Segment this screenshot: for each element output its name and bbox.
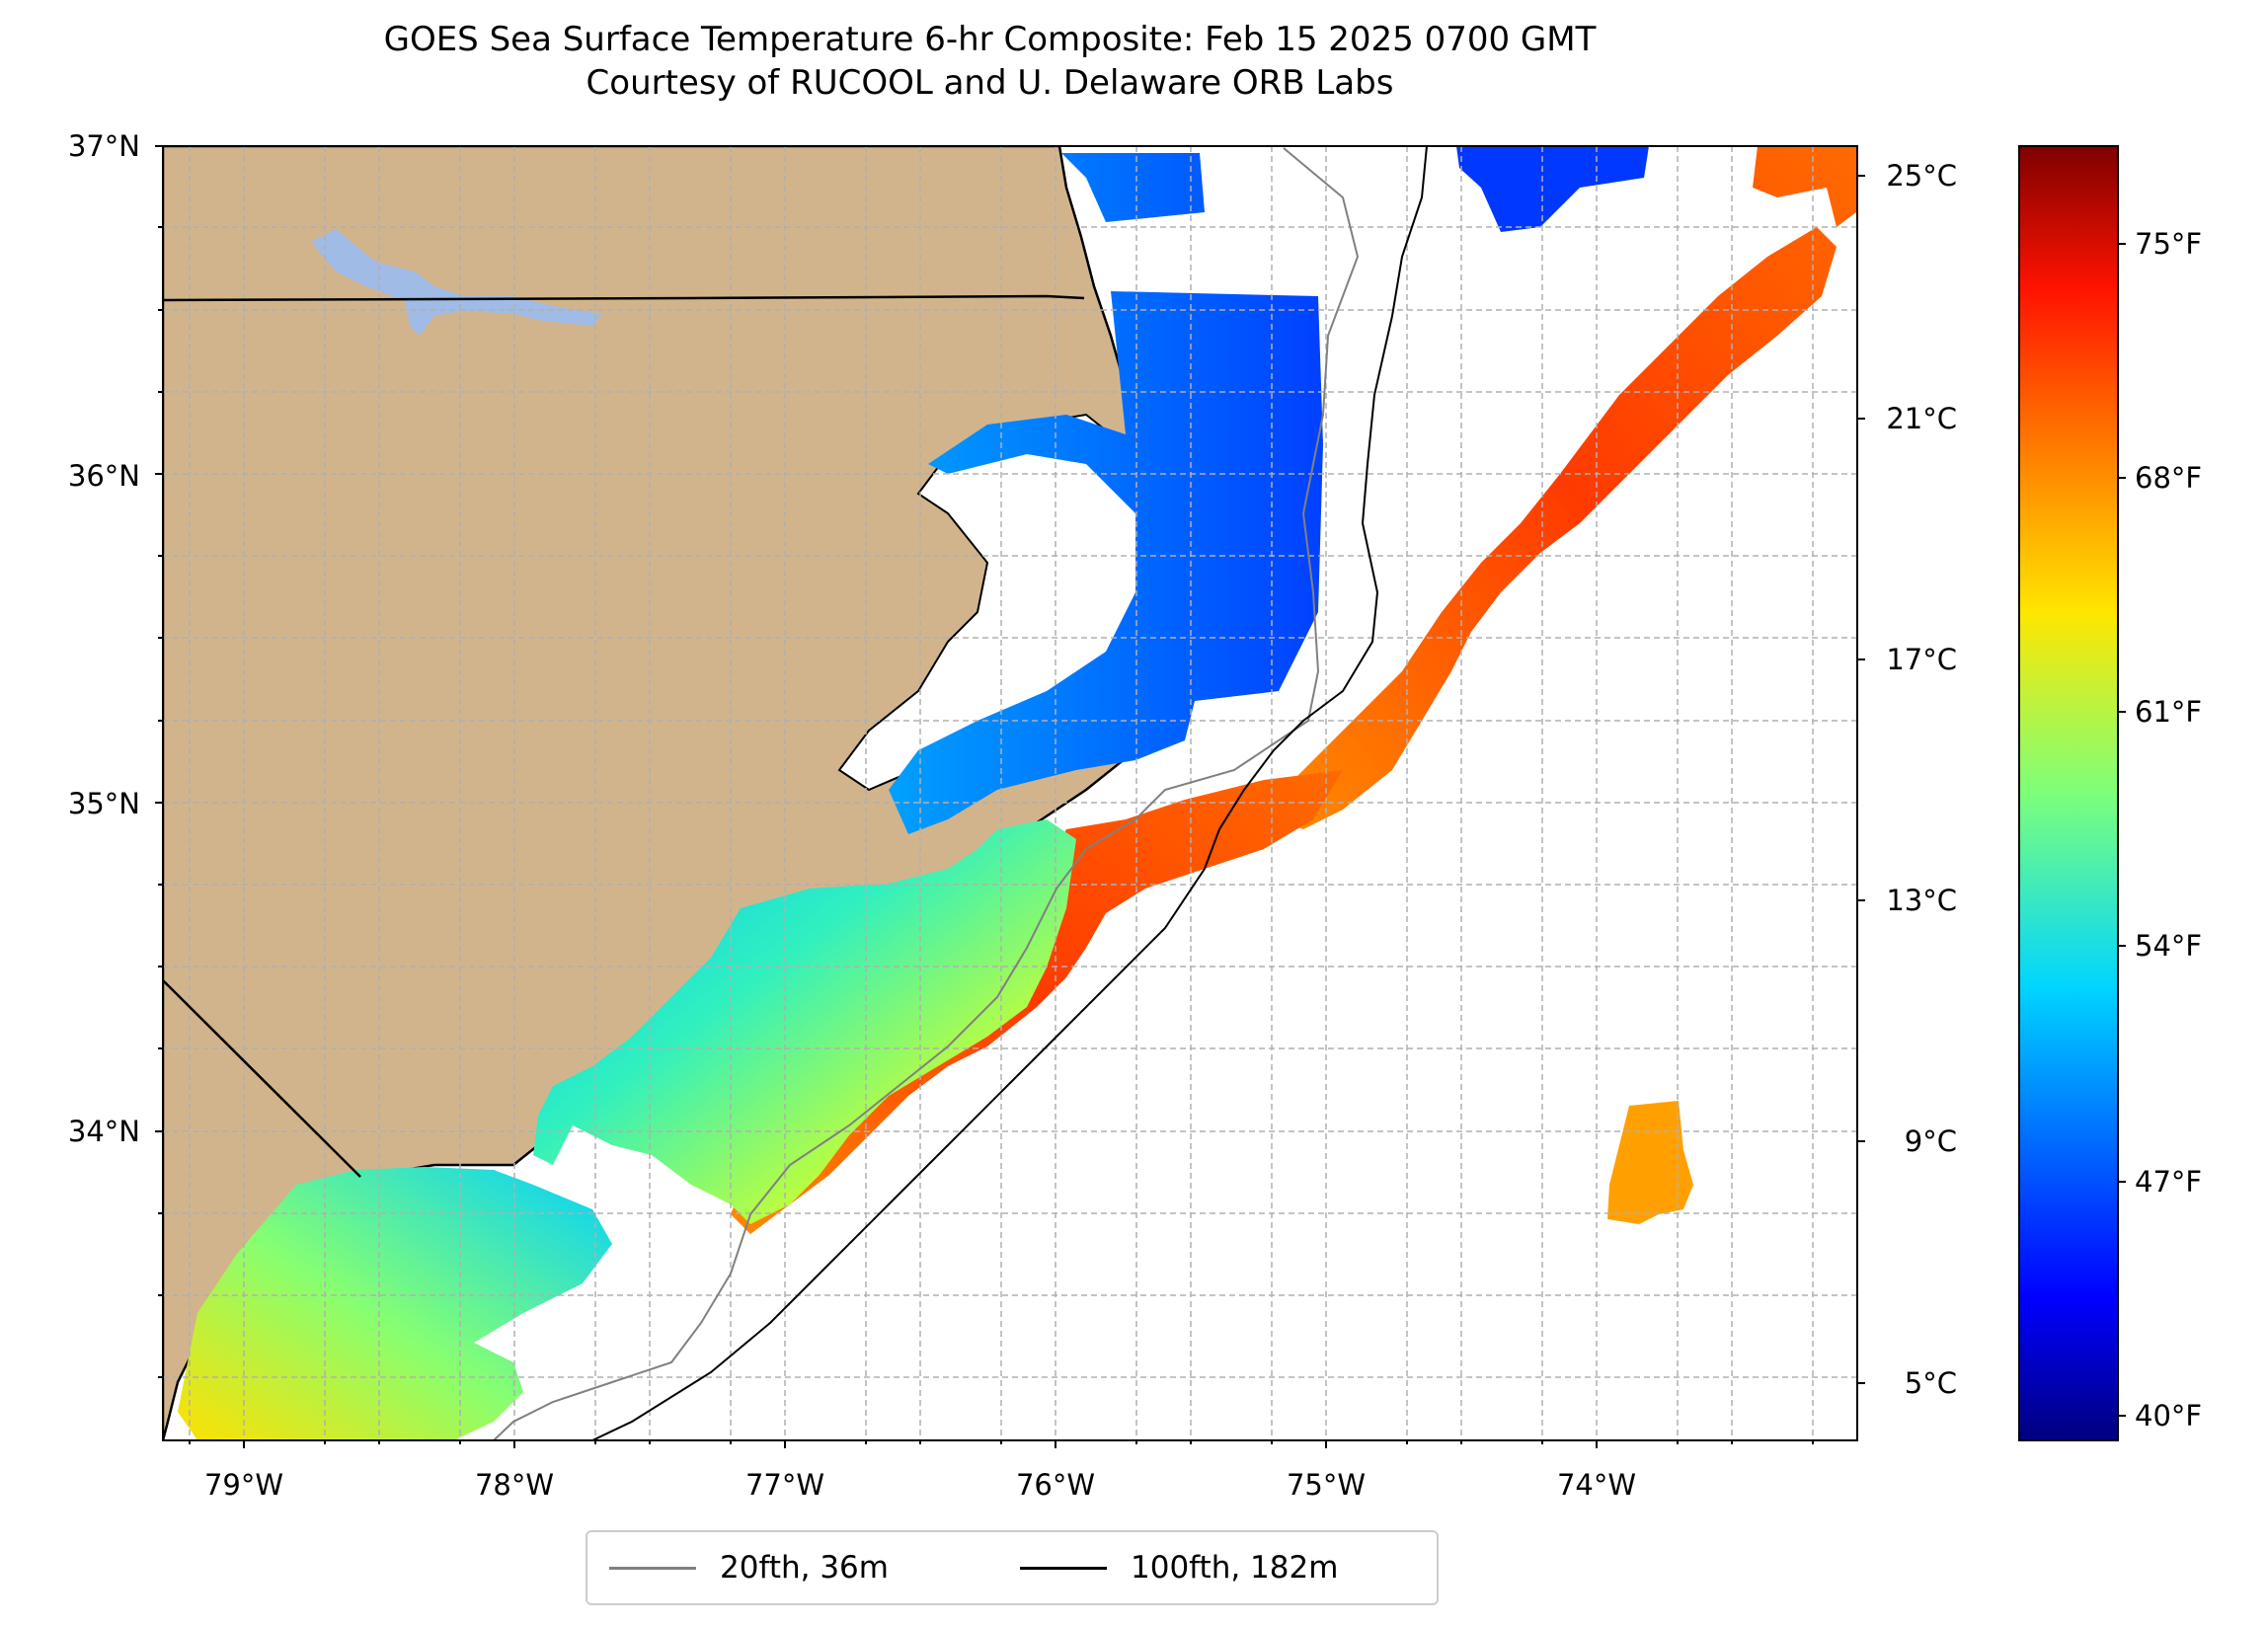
lat-label-36: 36°N (67, 459, 140, 493)
celsius-label-21: 21°C (1886, 402, 1957, 435)
chart-subtitle: Courtesy of RUCOOL and U. Delaware ORB L… (586, 63, 1394, 103)
lon-label-75: 75°W (1286, 1468, 1367, 1502)
lat-ticks (155, 145, 163, 1378)
celsius-label-9: 9°C (1904, 1124, 1957, 1158)
celsius-label-17: 17°C (1886, 643, 1957, 676)
lon-label-78: 78°W (474, 1468, 555, 1502)
state-border-va-nc (163, 294, 1085, 302)
isobath-100fth (591, 146, 1428, 1440)
sst-shelf-mid (533, 819, 1076, 1224)
fahrenheit-ticks (2118, 243, 2126, 1417)
state-border-nc-sc (163, 979, 361, 1178)
lat-label-34: 34°N (67, 1115, 140, 1148)
lat-label-37: 37°N (67, 129, 140, 163)
lon-label-74: 74°W (1556, 1468, 1637, 1502)
lat-label-35: 35°N (67, 787, 140, 820)
fahrenheit-label-68: 68°F (2135, 461, 2203, 495)
sst-gulfstream-north (1279, 146, 1857, 829)
celsius-ticks (1857, 175, 1865, 1384)
sst-sound-cold (889, 153, 1323, 834)
lon-ticks (189, 1440, 1814, 1448)
celsius-label-13: 13°C (1886, 884, 1957, 917)
colorbar (2018, 145, 2119, 1441)
legend: 20fth, 36m 100fth, 182m (586, 1530, 1439, 1605)
lon-label-76: 76°W (1015, 1468, 1096, 1502)
sst-gulfstream-south (731, 770, 1343, 1234)
fahrenheit-label-47: 47°F (2135, 1165, 2203, 1199)
fahrenheit-label-40: 40°F (2135, 1399, 2203, 1432)
legend-swatch-20fth (609, 1567, 696, 1570)
legend-swatch-100fth (1020, 1567, 1107, 1570)
legend-label-20fth: 20fth, 36m (720, 1550, 889, 1586)
lon-label-79: 79°W (203, 1468, 284, 1502)
lake-gaston (311, 229, 602, 336)
sst-north-blue (1456, 146, 1649, 232)
isobath-20fth (493, 147, 1360, 1440)
legend-label-100fth: 100fth, 182m (1131, 1550, 1339, 1586)
chart-title: GOES Sea Surface Temperature 6-hr Compos… (383, 20, 1597, 59)
sst-shelf-south (178, 1167, 612, 1440)
map-gridlines (163, 146, 1857, 1440)
map-area (163, 146, 1857, 1440)
celsius-label-5: 5°C (1904, 1366, 1957, 1400)
celsius-label-25: 25°C (1886, 159, 1957, 193)
fahrenheit-label-54: 54°F (2135, 929, 2203, 963)
map-frame (162, 145, 1858, 1441)
lon-label-77: 77°W (744, 1468, 825, 1502)
fahrenheit-label-75: 75°F (2135, 227, 2203, 261)
fahrenheit-label-61: 61°F (2135, 695, 2203, 729)
